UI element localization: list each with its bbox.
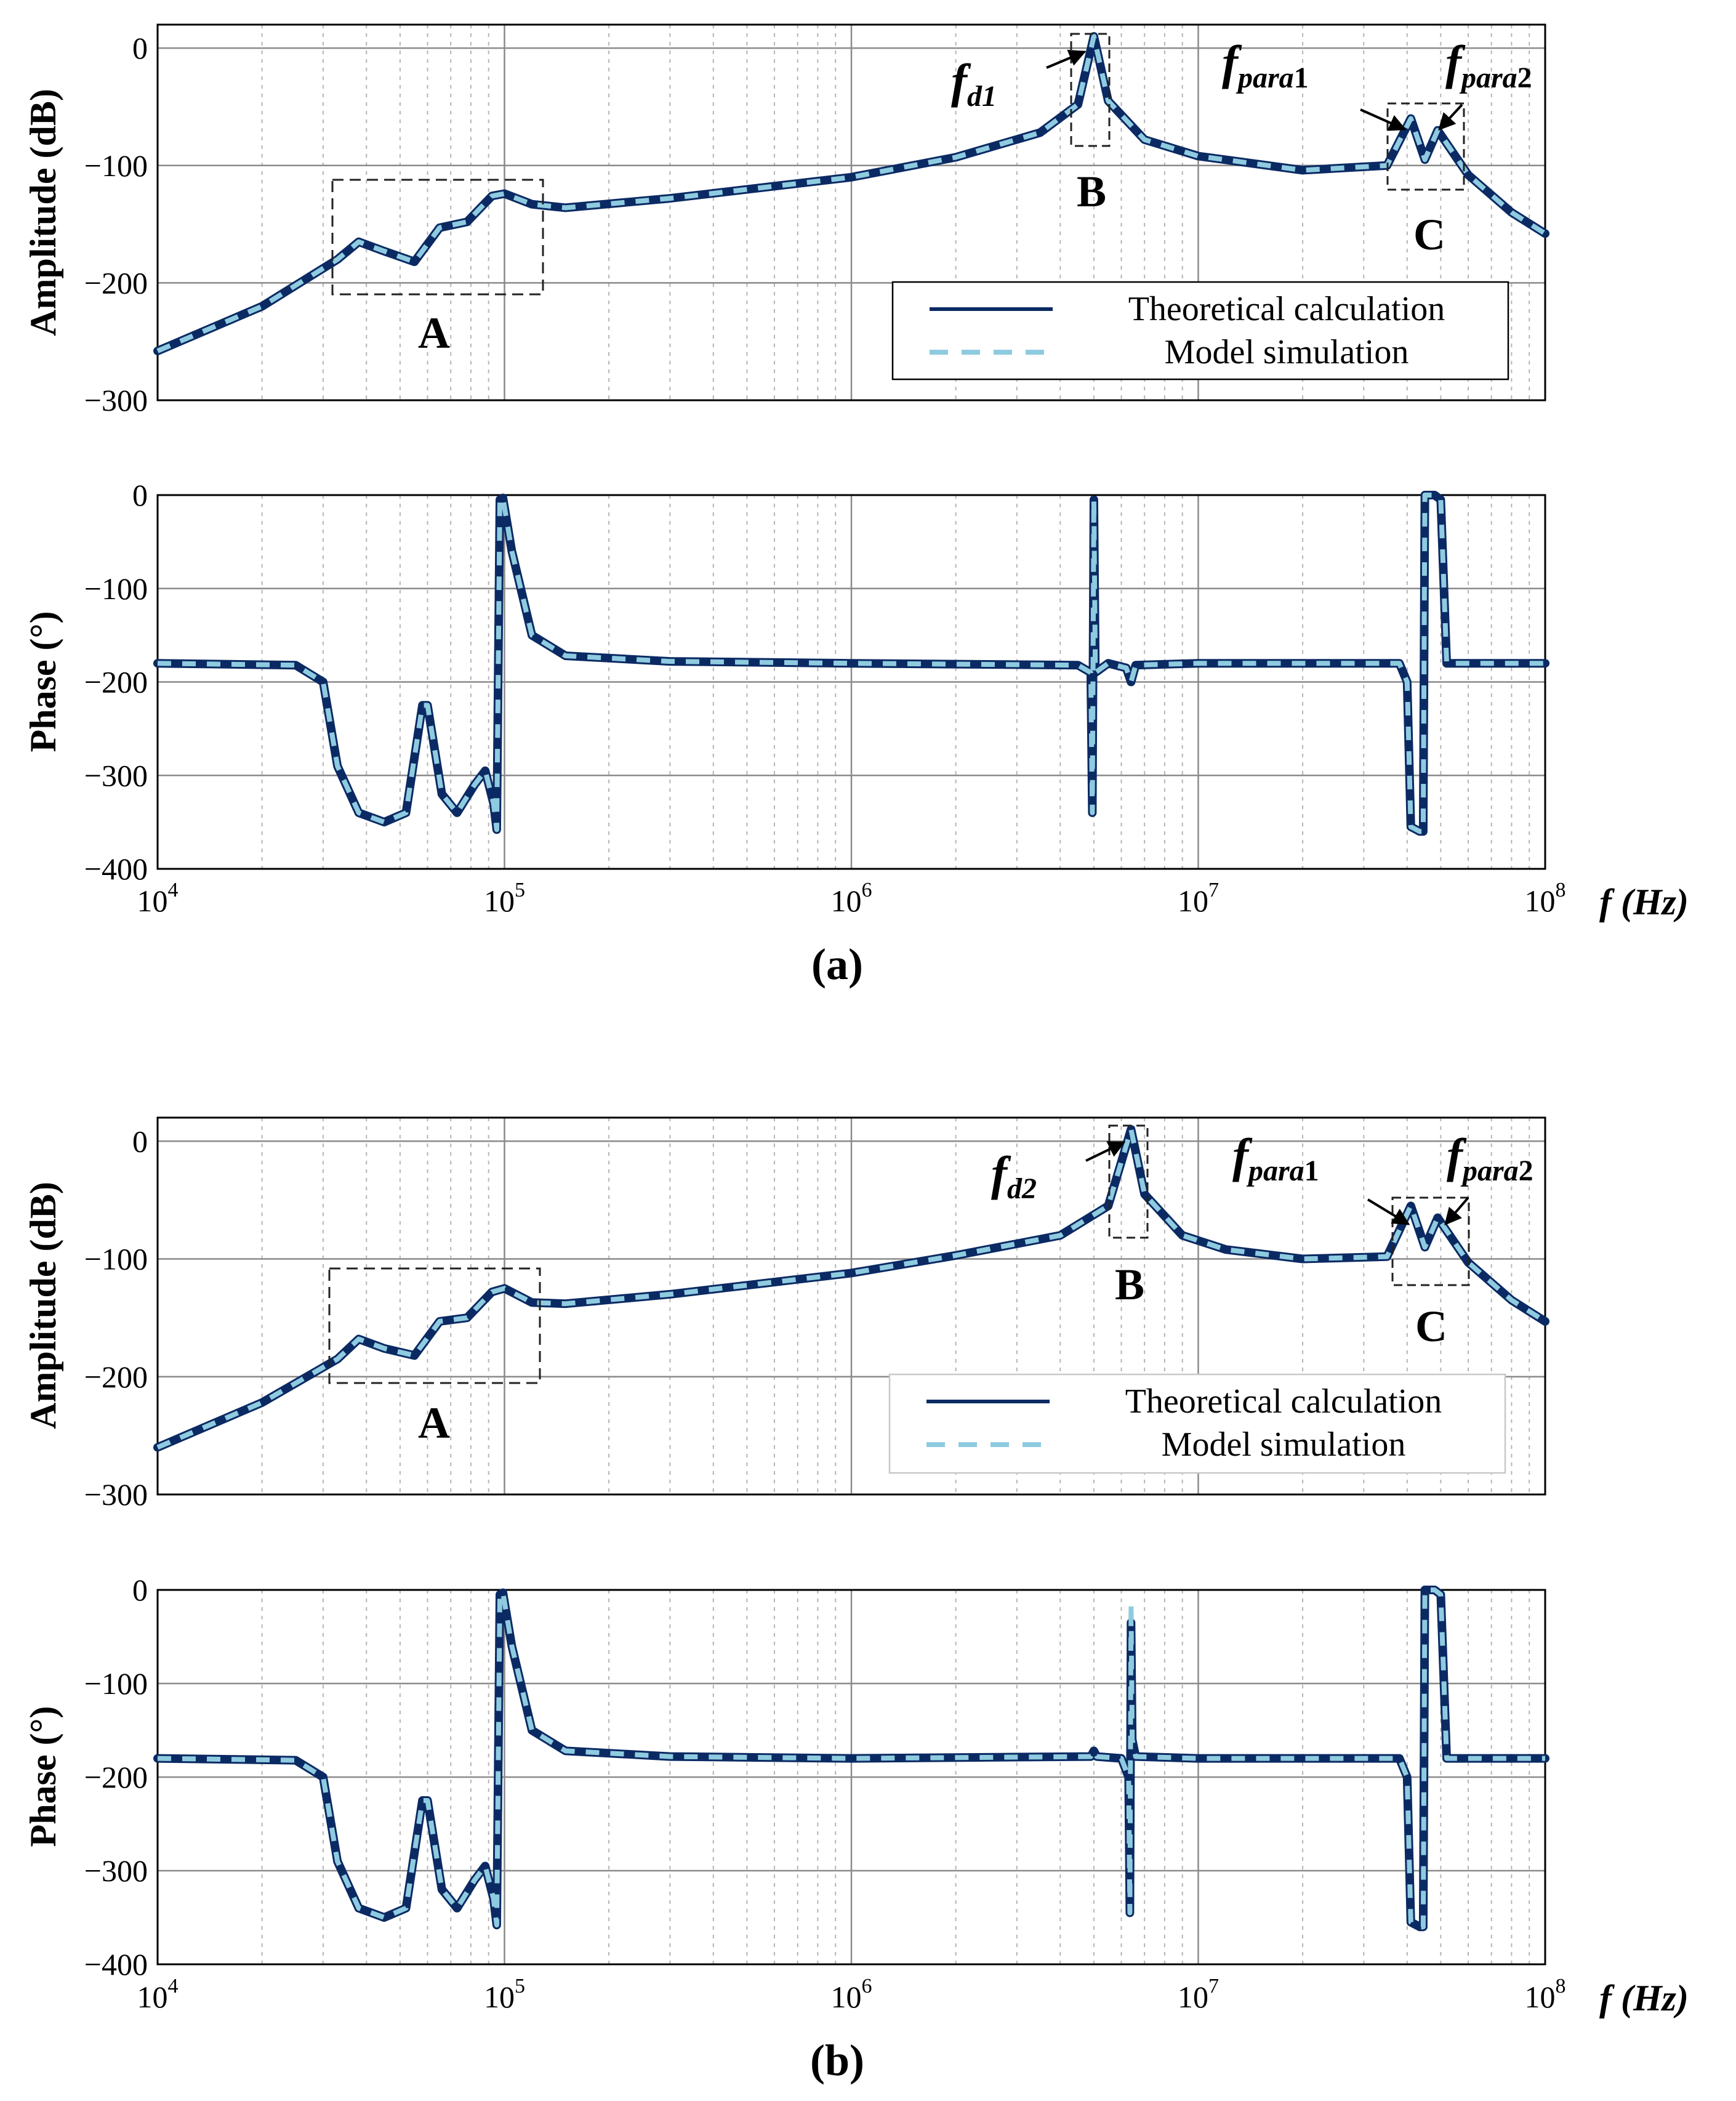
y-tick-label: −100 [84, 1666, 148, 1701]
amp-b-ylabel: Amplitude (dB) [23, 1182, 63, 1429]
y-tick-label: −300 [84, 758, 148, 792]
amp-b-box-B [1108, 1124, 1149, 1239]
amp-b-legend-simulation: Model simulation [1162, 1426, 1406, 1464]
y-tick-label: −400 [84, 1947, 148, 1982]
amp-b-legend-box [888, 1373, 1506, 1474]
panel-b-phase: 0 −100 −200 −300 −400 Phase (°) 104 105 106 107… [23, 1573, 1689, 2018]
x-tick-label: 108 [1525, 1975, 1566, 2014]
amp-b-legend: Theoretical calculation Model simulation [888, 1373, 1506, 1474]
y-tick-label: 0 [132, 31, 148, 65]
amp-a-ylabel: Amplitude (dB) [23, 89, 63, 336]
x-axis-label-b: f (Hz) [1599, 1978, 1689, 2018]
phase-b-grid [158, 1590, 1545, 1964]
amp-a-legend-box [891, 281, 1509, 381]
y-tick-label: −200 [84, 665, 148, 700]
amp-b-fpara1-arrow [1367, 1198, 1410, 1225]
amp-a-box-B-label: B [1077, 167, 1106, 216]
panel-a-phase: 0 −100 −200 −300 −400 Phase (°) 104 105 106 107… [23, 478, 1689, 922]
y-tick-label: −200 [84, 1360, 148, 1394]
panel-b-label: (b) [810, 2036, 864, 2085]
phase-a-grid [158, 495, 1545, 869]
amp-b-yticks: 0 −100 −200 −300 [84, 1124, 148, 1512]
amp-a-fpara1-arrow [1360, 108, 1407, 131]
amp-a-fd-arrow [1046, 49, 1087, 69]
phase-a-xticks: 104 105 106 107 108 [137, 879, 1566, 918]
y-tick-label: 0 [132, 1573, 148, 1607]
amp-b-box-B-label: B [1115, 1260, 1144, 1309]
phase-a-curves [153, 491, 1549, 836]
phase-b-frame [156, 1589, 1546, 1966]
amp-b-fpara2-arrow [1444, 1196, 1469, 1226]
x-tick-label: 105 [484, 879, 525, 918]
amp-b-fd-label: fd2 [991, 1147, 1037, 1205]
panel-b: 0 −100 −200 −300 Amplitude (dB) A B C fd2 f… [23, 1116, 1689, 2085]
y-tick-label: −200 [84, 265, 148, 300]
amp-b-frame [156, 1116, 1546, 1496]
amp-a-legend: Theoretical calculation Model simulation [891, 281, 1509, 381]
amp-b-curves [153, 1125, 1549, 1452]
x-tick-label: 106 [831, 1975, 872, 2014]
x-tick-label: 106 [831, 879, 872, 918]
panel-a-amplitude: 0 −100 −200 −300 Amplitude (dB) A B C fd1 f… [23, 23, 1549, 417]
y-tick-label: −400 [84, 852, 148, 886]
amp-b-fpara1-label: fpara1 [1232, 1129, 1319, 1187]
amp-a-yticks: 0 −100 −200 −300 [84, 31, 148, 417]
y-tick-label: −200 [84, 1760, 148, 1794]
y-tick-label: 0 [132, 1124, 148, 1158]
y-tick-label: −300 [84, 1853, 148, 1888]
amp-a-fd-label: fd1 [951, 54, 997, 113]
amp-b-legend-theoretical: Theoretical calculation [1125, 1382, 1442, 1421]
amp-b-box-A-label: A [418, 1398, 450, 1448]
y-tick-label: −100 [84, 148, 148, 183]
amp-b-fpara2-label: fpara2 [1447, 1129, 1533, 1187]
amp-a-legend-theoretical: Theoretical calculation [1128, 290, 1445, 328]
x-axis-label-a: f (Hz) [1599, 882, 1689, 922]
amp-b-box-C-label: C [1415, 1302, 1447, 1351]
phase-a-ylabel: Phase (°) [23, 611, 63, 752]
x-tick-label: 104 [137, 879, 179, 918]
x-tick-label: 104 [137, 1975, 179, 2014]
phase-b-ylabel: Phase (°) [23, 1706, 63, 1847]
amp-a-box-A-label: A [418, 308, 450, 358]
x-tick-label: 105 [484, 1975, 525, 2014]
phase-a-yticks: 0 −100 −200 −300 −400 [84, 478, 148, 886]
y-tick-label: −100 [84, 1242, 148, 1276]
x-tick-label: 107 [1178, 1975, 1219, 2014]
phase-a-frame [156, 494, 1546, 870]
amp-b-box-A [328, 1267, 541, 1384]
phase-b-xticks: 104 105 106 107 108 [137, 1975, 1566, 2014]
panel-b-amplitude: 0 −100 −200 −300 Amplitude (dB) A B C fd2 f… [23, 1116, 1549, 1512]
phase-b-yticks: 0 −100 −200 −300 −400 [84, 1573, 148, 1982]
y-tick-label: −300 [84, 1477, 148, 1512]
series-simulation [156, 1127, 1547, 1450]
series-simulation [157, 493, 1545, 834]
panel-a-label: (a) [811, 940, 863, 989]
y-tick-label: −300 [84, 383, 148, 417]
amp-a-frame [156, 23, 1546, 401]
phase-b-curves [153, 1586, 1549, 1932]
series-simulation [157, 1587, 1545, 1930]
amp-a-fpara1-label: fpara1 [1222, 36, 1309, 94]
y-tick-label: −100 [84, 571, 148, 606]
amp-a-legend-simulation: Model simulation [1165, 333, 1409, 371]
panel-a: 0 −100 −200 −300 Amplitude (dB) A B C fd1 f… [23, 23, 1689, 989]
y-tick-label: 0 [132, 478, 148, 512]
amp-a-fpara2-label: fpara2 [1445, 36, 1532, 94]
amp-a-box-A [331, 179, 544, 296]
x-tick-label: 107 [1178, 879, 1219, 918]
amp-a-curves [153, 32, 1549, 355]
amp-a-box-C-label: C [1413, 210, 1445, 259]
amp-a-fpara2-arrow [1438, 103, 1463, 131]
series-simulation [156, 34, 1547, 353]
amp-a-box-B [1070, 33, 1111, 147]
amp-b-fd-arrow [1085, 1141, 1126, 1162]
x-tick-label: 108 [1525, 879, 1566, 918]
